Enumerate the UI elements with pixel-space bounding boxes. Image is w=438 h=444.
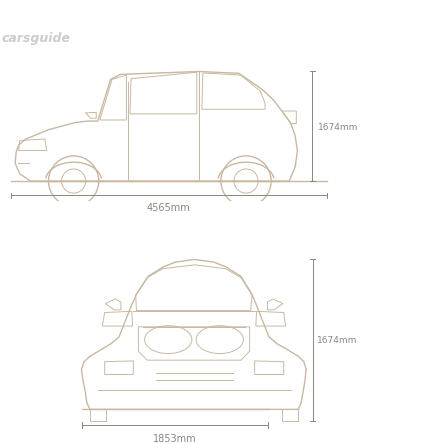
- Text: carsguide: carsguide: [2, 32, 71, 45]
- Text: 1674mm: 1674mm: [318, 336, 358, 345]
- Text: 1674mm: 1674mm: [318, 123, 358, 132]
- Text: 4565mm: 4565mm: [147, 202, 191, 213]
- Text: 1853mm: 1853mm: [153, 434, 197, 444]
